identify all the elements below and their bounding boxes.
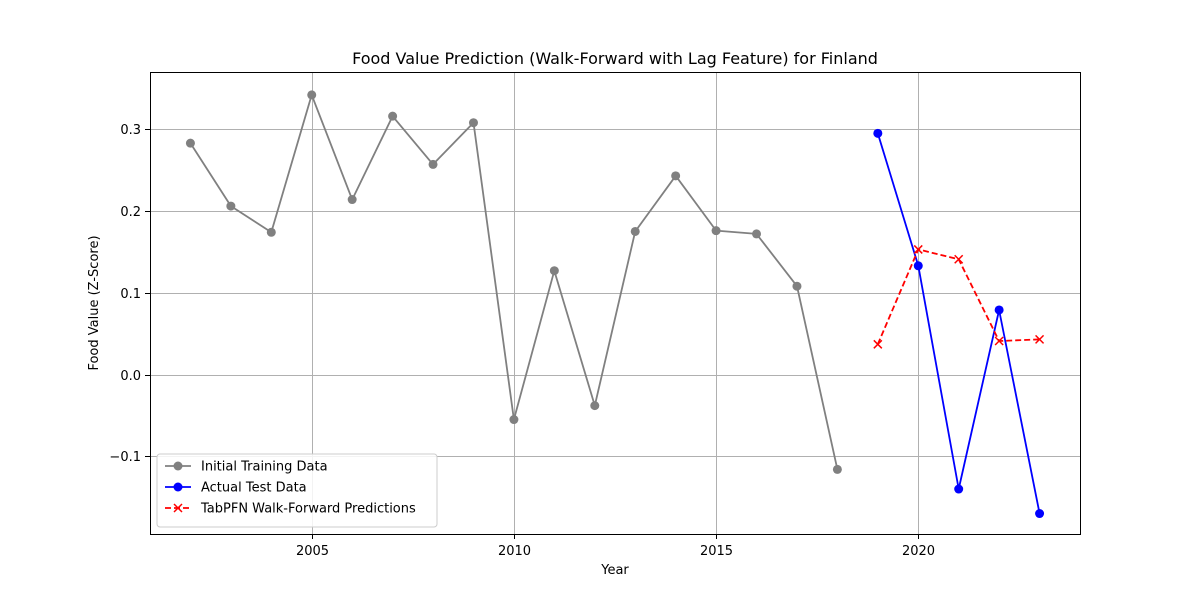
data-point <box>711 226 721 236</box>
data-point <box>671 171 681 181</box>
axis-ticks: 2005 2010 2015 2020 −0.1 0.0 0.1 0.2 0.3 <box>109 123 935 559</box>
data-point <box>630 226 640 236</box>
series-0 <box>185 90 842 474</box>
chart-title: Food Value Prediction (Walk-Forward with… <box>352 49 878 68</box>
legend-entry: TabPFN Walk-Forward Predictions <box>165 502 416 517</box>
series-layer <box>185 90 1045 519</box>
y-tick-label: 0.2 <box>120 205 141 220</box>
legend-label: Initial Training Data <box>201 460 328 475</box>
x-tick-label: 2010 <box>498 544 531 559</box>
y-tick-label: −0.1 <box>109 450 141 465</box>
data-point <box>307 90 317 100</box>
data-point <box>913 244 923 254</box>
y-tick-label: 0.1 <box>120 287 141 302</box>
data-point <box>994 305 1004 315</box>
x-axis-label: Year <box>600 563 629 578</box>
legend-label: TabPFN Walk-Forward Predictions <box>200 502 416 517</box>
data-point <box>994 336 1004 346</box>
marker-stroke <box>954 254 964 264</box>
marker-stroke <box>1035 334 1045 344</box>
data-point <box>1035 509 1045 519</box>
data-point <box>388 111 398 121</box>
x-tick-label: 2020 <box>902 544 935 559</box>
data-point <box>509 415 519 425</box>
x-tick-label: 2015 <box>700 544 733 559</box>
data-point <box>954 254 964 264</box>
marker-stroke <box>994 336 1004 346</box>
legend-swatch-marker <box>173 461 183 471</box>
marker-stroke <box>913 244 923 254</box>
y-axis-label: Food Value (Z-Score) <box>87 235 102 370</box>
series-2 <box>873 244 1045 349</box>
data-point <box>590 401 600 411</box>
x-tick-label: 2005 <box>296 544 329 559</box>
data-point <box>913 261 923 271</box>
data-point <box>266 227 276 237</box>
legend-box <box>156 453 438 528</box>
data-point <box>832 464 842 474</box>
marker-stroke <box>873 339 883 349</box>
series-line <box>189 94 839 470</box>
legend-label: Actual Test Data <box>201 481 307 496</box>
y-tick-label: 0.3 <box>120 123 141 138</box>
data-point <box>347 195 357 205</box>
legend-entry: Actual Test Data <box>165 481 307 496</box>
data-point <box>549 266 559 276</box>
legend: Initial Training Data Actual Test Data Tab… <box>156 453 438 528</box>
marker-stroke <box>173 503 183 513</box>
legend-entry: Initial Training Data <box>165 460 328 475</box>
data-point <box>954 484 964 494</box>
plot-frame <box>150 72 1081 535</box>
data-point <box>226 201 236 211</box>
data-point <box>792 281 802 291</box>
series-line <box>876 248 1040 345</box>
series-1 <box>873 128 1045 519</box>
data-point <box>752 229 762 239</box>
data-point <box>468 118 478 128</box>
legend-swatch-marker <box>173 482 183 492</box>
data-point <box>185 138 195 148</box>
legend-swatch-marker <box>173 503 183 513</box>
data-point <box>873 339 883 349</box>
data-point <box>1035 334 1045 344</box>
data-point <box>873 128 883 138</box>
data-point <box>428 159 438 169</box>
y-tick-label: 0.0 <box>120 369 141 384</box>
